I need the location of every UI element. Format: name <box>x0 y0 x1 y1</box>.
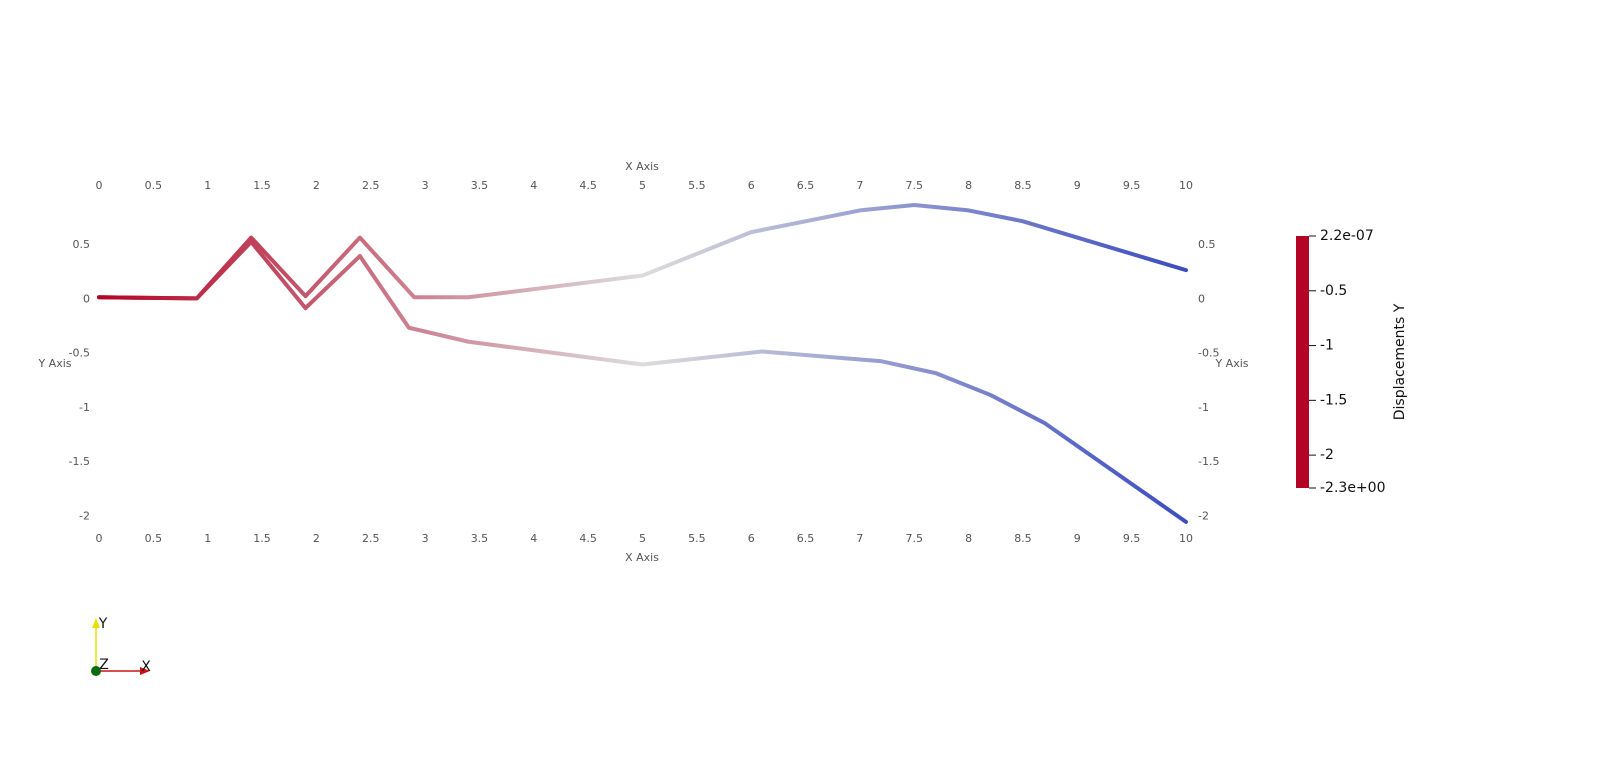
x-tick-label-bottom: 1.5 <box>253 532 271 545</box>
x-tick-label-top: 4.5 <box>579 179 597 192</box>
x-tick-label-bottom: 7.5 <box>906 532 924 545</box>
x-tick-label-top: 4 <box>530 179 537 192</box>
x-tick-label-top: 9.5 <box>1123 179 1141 192</box>
colorbar-tick-label: 2.2e-07 <box>1320 228 1374 244</box>
y-tick-label-left: 0.5 <box>73 238 91 251</box>
x-tick-label-bottom: 2.5 <box>362 532 380 545</box>
y-axis-title-left: Y Axis <box>37 357 71 370</box>
y-tick-label-right: 0.5 <box>1198 238 1216 251</box>
axis-z-label: Z <box>99 657 109 673</box>
axis-y-head <box>92 618 100 628</box>
x-tick-label-top: 6.5 <box>797 179 815 192</box>
x-tick-label-top: 2.5 <box>362 179 380 192</box>
deformed-line <box>97 203 1188 301</box>
x-tick-label-top: 3.5 <box>471 179 489 192</box>
x-tick-label-bottom: 5 <box>639 532 646 545</box>
x-tick-label-bottom: 4.5 <box>579 532 597 545</box>
x-tick-label-top: 10 <box>1179 179 1193 192</box>
x-tick-label-top: 0 <box>96 179 103 192</box>
y-tick-label-left: -1 <box>79 401 90 414</box>
y-tick-label-left: 0 <box>83 292 90 305</box>
x-tick-label-bottom: 1 <box>204 532 211 545</box>
colorbar-tick-label: -0.5 <box>1320 283 1347 299</box>
x-tick-label-bottom: 8.5 <box>1014 532 1032 545</box>
y-tick-label-left: -2 <box>79 509 90 522</box>
x-tick-label-top: 6 <box>748 179 755 192</box>
y-tick-label-right: -1 <box>1198 401 1209 414</box>
y-tick-label-right: 0 <box>1198 292 1205 305</box>
axis-x-label: X <box>141 659 151 675</box>
x-tick-label-bottom: 0 <box>96 532 103 545</box>
x-tick-label-bottom: 6 <box>748 532 755 545</box>
colorbar: Displacements Y 2.2e-07 -0.5 -1 -1.5 -2 -2.3e… <box>1296 228 1408 496</box>
x-tick-label-bottom: 0.5 <box>145 532 163 545</box>
x-tick-label-bottom: 5.5 <box>688 532 706 545</box>
x-tick-label-top: 2 <box>313 179 320 192</box>
x-tick-label-bottom: 9.5 <box>1123 532 1141 545</box>
x-tick-label-bottom: 3 <box>422 532 429 545</box>
x-tick-label-top: 8 <box>965 179 972 192</box>
axis-y-label: Y <box>98 616 108 632</box>
x-tick-label-bottom: 3.5 <box>471 532 489 545</box>
x-axis-title-top: X Axis <box>625 160 659 173</box>
colorbar-tick-label: -2 <box>1320 447 1334 463</box>
y-tick-label-right: -2 <box>1198 509 1209 522</box>
x-tick-label-bottom: 4 <box>530 532 537 545</box>
x-tick-label-bottom: 6.5 <box>797 532 815 545</box>
x-axis-title-bottom: X Axis <box>625 551 659 564</box>
x-tick-label-bottom: 7 <box>856 532 863 545</box>
axis-z-dot <box>91 666 101 676</box>
y-tick-label-right: -1.5 <box>1198 455 1219 468</box>
colorbar-tick-label: -1 <box>1320 338 1334 354</box>
y-tick-label-left: -0.5 <box>69 347 90 360</box>
colorbar-tick-label: -1.5 <box>1320 392 1347 408</box>
y-tick-label-left: -1.5 <box>69 455 90 468</box>
colorbar-ramp <box>1296 236 1309 488</box>
colorbar-tick-label: -2.3e+00 <box>1320 480 1385 496</box>
x-tick-label-top: 5.5 <box>688 179 706 192</box>
x-tick-label-top: 3 <box>422 179 429 192</box>
x-tick-label-top: 9 <box>1074 179 1081 192</box>
x-tick-label-top: 7 <box>856 179 863 192</box>
x-tick-label-bottom: 2 <box>313 532 320 545</box>
colorbar-title: Displacements Y <box>1392 303 1408 420</box>
x-tick-label-bottom: 9 <box>1074 532 1081 545</box>
x-tick-label-top: 5 <box>639 179 646 192</box>
y-axis-title-right: Y Axis <box>1214 357 1248 370</box>
deformed-line <box>97 239 1188 524</box>
x-tick-label-top: 1 <box>204 179 211 192</box>
x-tick-label-top: 1.5 <box>253 179 271 192</box>
x-tick-label-top: 7.5 <box>906 179 924 192</box>
y-tick-label-right: -0.5 <box>1198 347 1219 360</box>
x-tick-label-top: 8.5 <box>1014 179 1032 192</box>
x-tick-label-bottom: 10 <box>1179 532 1193 545</box>
axis-x-head <box>140 667 150 675</box>
orientation-axes: X Y Z <box>91 616 151 676</box>
x-tick-label-bottom: 8 <box>965 532 972 545</box>
x-tick-label-top: 0.5 <box>145 179 163 192</box>
